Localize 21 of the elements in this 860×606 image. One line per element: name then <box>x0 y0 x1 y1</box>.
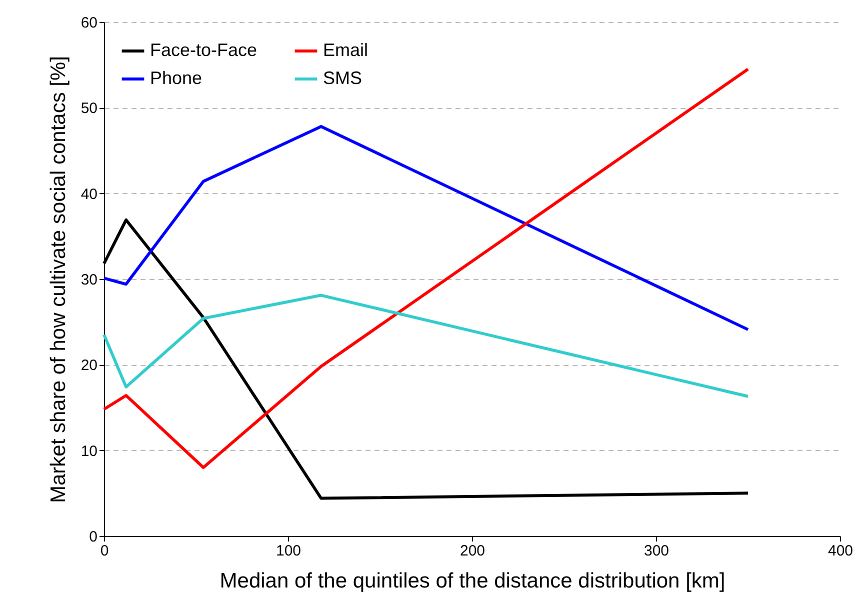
x-tick-label: 300 <box>644 542 670 560</box>
x-tick-label: 100 <box>276 542 302 560</box>
legend-label: SMS <box>323 68 362 88</box>
line-series <box>102 294 750 398</box>
x-tick-label: 0 <box>100 542 109 560</box>
legend-label: Face-to-Face <box>150 40 258 60</box>
y-tick-label: 20 <box>80 357 98 374</box>
y-tick-label: 0 <box>89 528 98 546</box>
y-tick-label: 40 <box>80 186 98 203</box>
x-axis-title: Median of the quintiles of the distance distribution [km] <box>220 570 726 592</box>
line-series <box>102 125 750 332</box>
legend-label: Email <box>323 40 368 60</box>
y-axis-title: Market share of how cultivate social contacs [%] <box>46 56 70 504</box>
y-tick-label: 30 <box>80 272 98 288</box>
y-tick-label: 10 <box>80 442 98 460</box>
legend-label: Phone <box>150 68 202 88</box>
x-tick-label: 400 <box>828 542 854 560</box>
y-tick-label: 60 <box>80 14 98 32</box>
x-tick-label: 200 <box>460 542 486 560</box>
line-series <box>102 68 750 469</box>
y-tick-label: 50 <box>80 100 98 118</box>
